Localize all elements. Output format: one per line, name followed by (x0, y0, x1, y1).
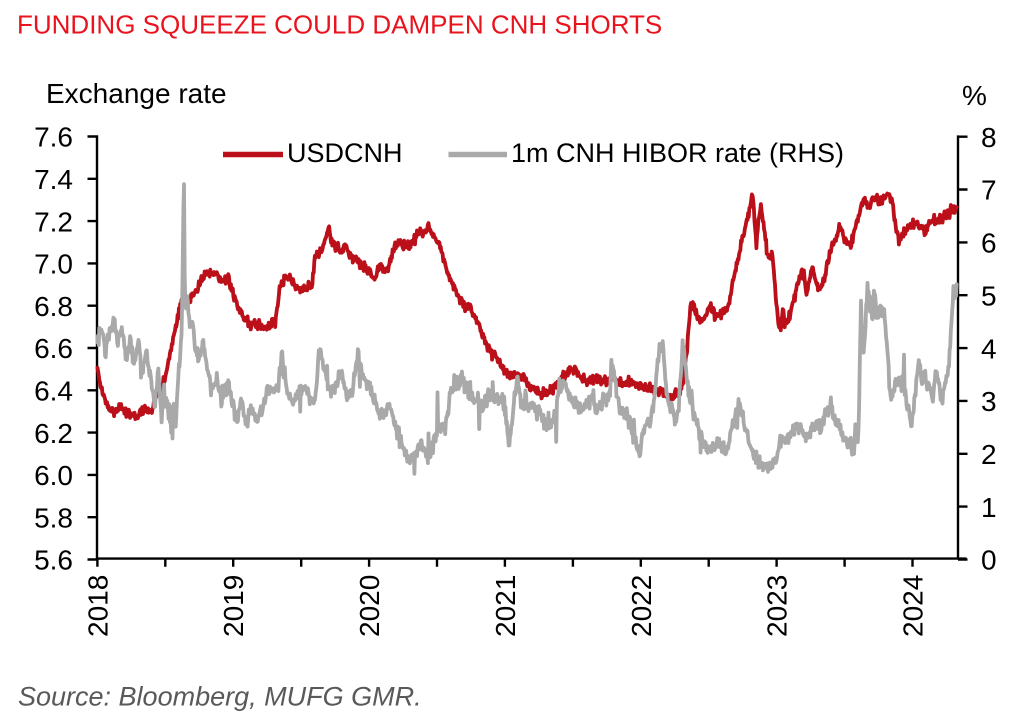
svg-text:6.6: 6.6 (34, 333, 73, 364)
svg-text:%: % (962, 80, 987, 111)
svg-text:5.8: 5.8 (34, 502, 73, 533)
svg-text:0: 0 (981, 545, 997, 576)
svg-text:7.6: 7.6 (34, 122, 73, 153)
svg-text:1: 1 (981, 492, 997, 523)
svg-text:7.2: 7.2 (34, 206, 73, 237)
svg-text:2024: 2024 (898, 575, 929, 637)
svg-text:1m CNH HIBOR rate (RHS): 1m CNH HIBOR rate (RHS) (511, 138, 844, 168)
svg-text:Exchange rate: Exchange rate (46, 78, 227, 109)
svg-text:6.8: 6.8 (34, 291, 73, 322)
svg-text:8: 8 (981, 122, 997, 153)
svg-text:2018: 2018 (82, 575, 113, 637)
svg-text:FUNDING SQUEEZE COULD DAMPEN C: FUNDING SQUEEZE COULD DAMPEN CNH SHORTS (17, 10, 662, 40)
svg-text:5: 5 (981, 280, 997, 311)
svg-text:7.4: 7.4 (34, 164, 73, 195)
svg-text:2020: 2020 (354, 575, 385, 637)
svg-text:2021: 2021 (490, 575, 521, 637)
svg-text:2: 2 (981, 439, 997, 470)
svg-text:6.4: 6.4 (34, 376, 73, 407)
svg-text:2022: 2022 (626, 575, 657, 637)
svg-text:6.2: 6.2 (34, 418, 73, 449)
svg-text:Source: Bloomberg, MUFG GMR.: Source: Bloomberg, MUFG GMR. (18, 682, 422, 712)
svg-text:6: 6 (981, 228, 997, 259)
svg-text:5.6: 5.6 (34, 545, 73, 576)
svg-text:6.0: 6.0 (34, 460, 73, 491)
svg-text:3: 3 (981, 386, 997, 417)
svg-text:4: 4 (981, 333, 997, 364)
svg-text:USDCNH: USDCNH (287, 138, 403, 168)
svg-text:2019: 2019 (218, 575, 249, 637)
svg-text:7: 7 (981, 175, 997, 206)
svg-text:2023: 2023 (762, 575, 793, 637)
svg-text:7.0: 7.0 (34, 249, 73, 280)
